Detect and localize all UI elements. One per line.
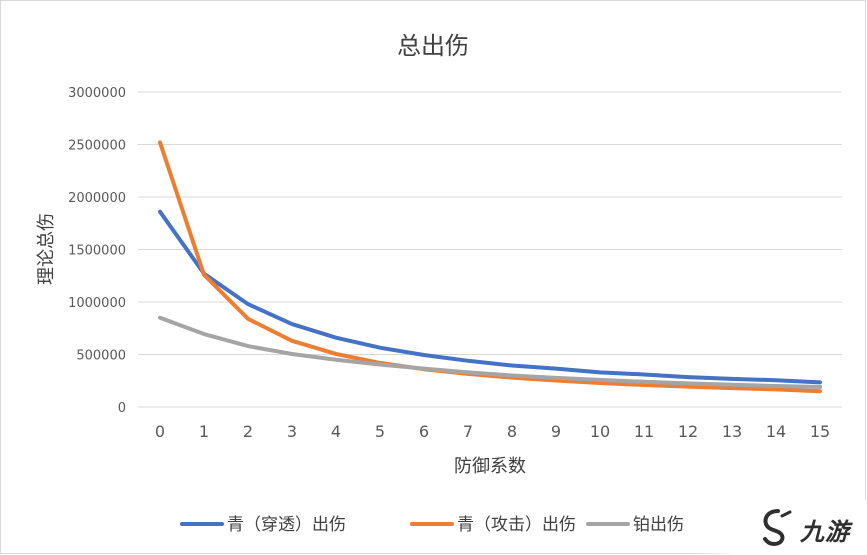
series-line-2 (158, 140, 822, 394)
x-tick-label: 2 (243, 422, 253, 441)
watermark-text: 九游 (800, 518, 850, 546)
legend-label: 青（攻击）出伤 (457, 515, 576, 535)
x-tick-label: 6 (419, 422, 429, 441)
legend: 青（穿透）出伤 青（攻击）出伤 铂出伤 (180, 515, 684, 535)
series-line-1 (158, 209, 822, 385)
y-tick-label: 1500000 (68, 244, 126, 259)
x-tick-label: 14 (766, 422, 786, 441)
x-tick-label: 13 (722, 422, 742, 441)
x-tick-label: 9 (551, 422, 561, 441)
x-axis-ticks: 0 1 2 3 4 5 6 7 8 9 10 11 12 13 14 15 (155, 422, 830, 441)
gridlines (138, 91, 842, 408)
y-axis-label: 理论总伤 (36, 213, 57, 285)
y-tick-label: 2500000 (68, 139, 126, 154)
y-tick-label: 0 (118, 401, 126, 416)
x-tick-label: 8 (507, 422, 517, 441)
x-tick-label: 3 (287, 422, 297, 441)
x-tick-label: 12 (678, 422, 698, 441)
y-tick-label: 2000000 (68, 191, 126, 206)
watermark-logo-icon (763, 509, 792, 547)
series-line-3 (158, 315, 822, 390)
series-lines (158, 140, 822, 394)
x-tick-label: 7 (463, 422, 473, 441)
x-tick-label: 4 (331, 422, 341, 441)
x-tick-label: 5 (375, 422, 385, 441)
x-tick-label: 15 (810, 422, 830, 441)
x-tick-label: 0 (155, 422, 165, 441)
y-tick-label: 3000000 (68, 86, 126, 101)
y-tick-label: 500000 (76, 349, 126, 364)
y-axis-ticks: 0 500000 1000000 1500000 2000000 2500000 30000… (68, 86, 126, 416)
x-axis-label: 防御系数 (454, 456, 526, 477)
legend-label: 铂出伤 (633, 515, 684, 535)
chart-title: 总出伤 (397, 32, 469, 60)
legend-label: 青（穿透）出伤 (227, 515, 346, 535)
watermark-fade (692, 500, 867, 555)
x-tick-label: 11 (634, 422, 654, 441)
x-tick-label: 10 (590, 422, 610, 441)
x-tick-label: 1 (199, 422, 209, 441)
y-tick-label: 1000000 (68, 296, 126, 311)
